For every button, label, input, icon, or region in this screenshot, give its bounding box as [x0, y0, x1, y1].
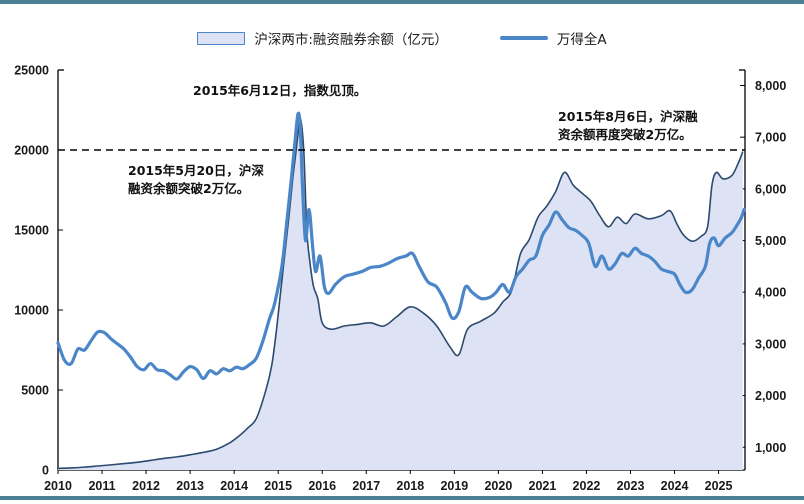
svg-text:2024: 2024: [661, 479, 689, 493]
svg-text:2023: 2023: [617, 479, 645, 493]
svg-text:8,000: 8,000: [755, 79, 786, 93]
svg-text:2011: 2011: [88, 479, 115, 493]
svg-text:25000: 25000: [14, 64, 49, 78]
area-swatch-icon: [197, 31, 246, 45]
series-margin-balance-area: [58, 117, 743, 471]
svg-text:7,000: 7,000: [755, 131, 786, 145]
svg-text:2025: 2025: [705, 479, 733, 493]
svg-text:2016: 2016: [308, 479, 336, 493]
svg-text:1,000: 1,000: [755, 441, 786, 455]
left-axis-tick-labels: 0 5000 10000 15000 20000 25000: [14, 64, 49, 478]
svg-text:2010: 2010: [44, 479, 72, 493]
svg-text:5,000: 5,000: [755, 234, 786, 248]
svg-text:10000: 10000: [14, 304, 49, 318]
svg-text:5000: 5000: [21, 384, 49, 398]
svg-text:2020: 2020: [484, 479, 512, 493]
svg-text:3,000: 3,000: [755, 337, 786, 351]
svg-text:2021: 2021: [529, 479, 557, 493]
legend-label-wind-all-a: 万得全A: [556, 32, 607, 48]
chart-legend: 沪深两市:融资融券余额（亿元） 万得全A: [0, 26, 804, 50]
annotation-index-peak: 2015年6月12日，指数见顶。: [193, 83, 367, 98]
svg-text:2013: 2013: [176, 479, 204, 493]
x-axis-tick-labels: 2010 2011 2012 2013 2014 2015 2016 2017 2018 2019…: [44, 479, 732, 493]
svg-text:6,000: 6,000: [755, 182, 786, 196]
series-wind-all-a-line: [56, 111, 746, 381]
annotation-first-2tn: 2015年5月20日，沪深 融资余额突破2万亿。: [128, 163, 264, 197]
svg-text:2022: 2022: [573, 479, 601, 493]
svg-text:15000: 15000: [14, 224, 49, 238]
legend-item-wind-all-a[interactable]: 万得全A: [499, 28, 607, 48]
line-swatch-icon: [499, 36, 548, 40]
svg-text:2015: 2015: [264, 479, 292, 493]
svg-text:2014: 2014: [220, 479, 248, 493]
svg-text:2018: 2018: [396, 479, 424, 493]
annotation-second-2tn: 2015年8月6日，沪深融 资余额再度突破2万亿。: [558, 109, 698, 143]
svg-text:2,000: 2,000: [755, 389, 786, 403]
svg-text:2017: 2017: [352, 479, 380, 493]
legend-label-margin-balance: 沪深两市:融资融券余额（亿元）: [254, 32, 448, 48]
svg-text:20000: 20000: [14, 144, 49, 158]
series-margin-balance-line: [57, 116, 744, 470]
right-axis-tick-labels: 1,000 2,000 3,000 4,000 5,000 6,000 7,000 8,000: [755, 79, 786, 455]
svg-text:0: 0: [42, 464, 49, 478]
svg-text:2019: 2019: [440, 479, 468, 493]
legend-item-margin-balance[interactable]: 沪深两市:融资融券余额（亿元）: [197, 28, 448, 48]
chart-canvas: 0 5000 10000 15000 20000 25000 1,000 2,000 3,00…: [14, 64, 786, 494]
svg-text:4,000: 4,000: [755, 286, 786, 300]
plot-area: 0 5000 10000 15000 20000 25000 1,000 2,000 3,00…: [0, 4, 804, 504]
svg-text:2012: 2012: [132, 479, 160, 493]
